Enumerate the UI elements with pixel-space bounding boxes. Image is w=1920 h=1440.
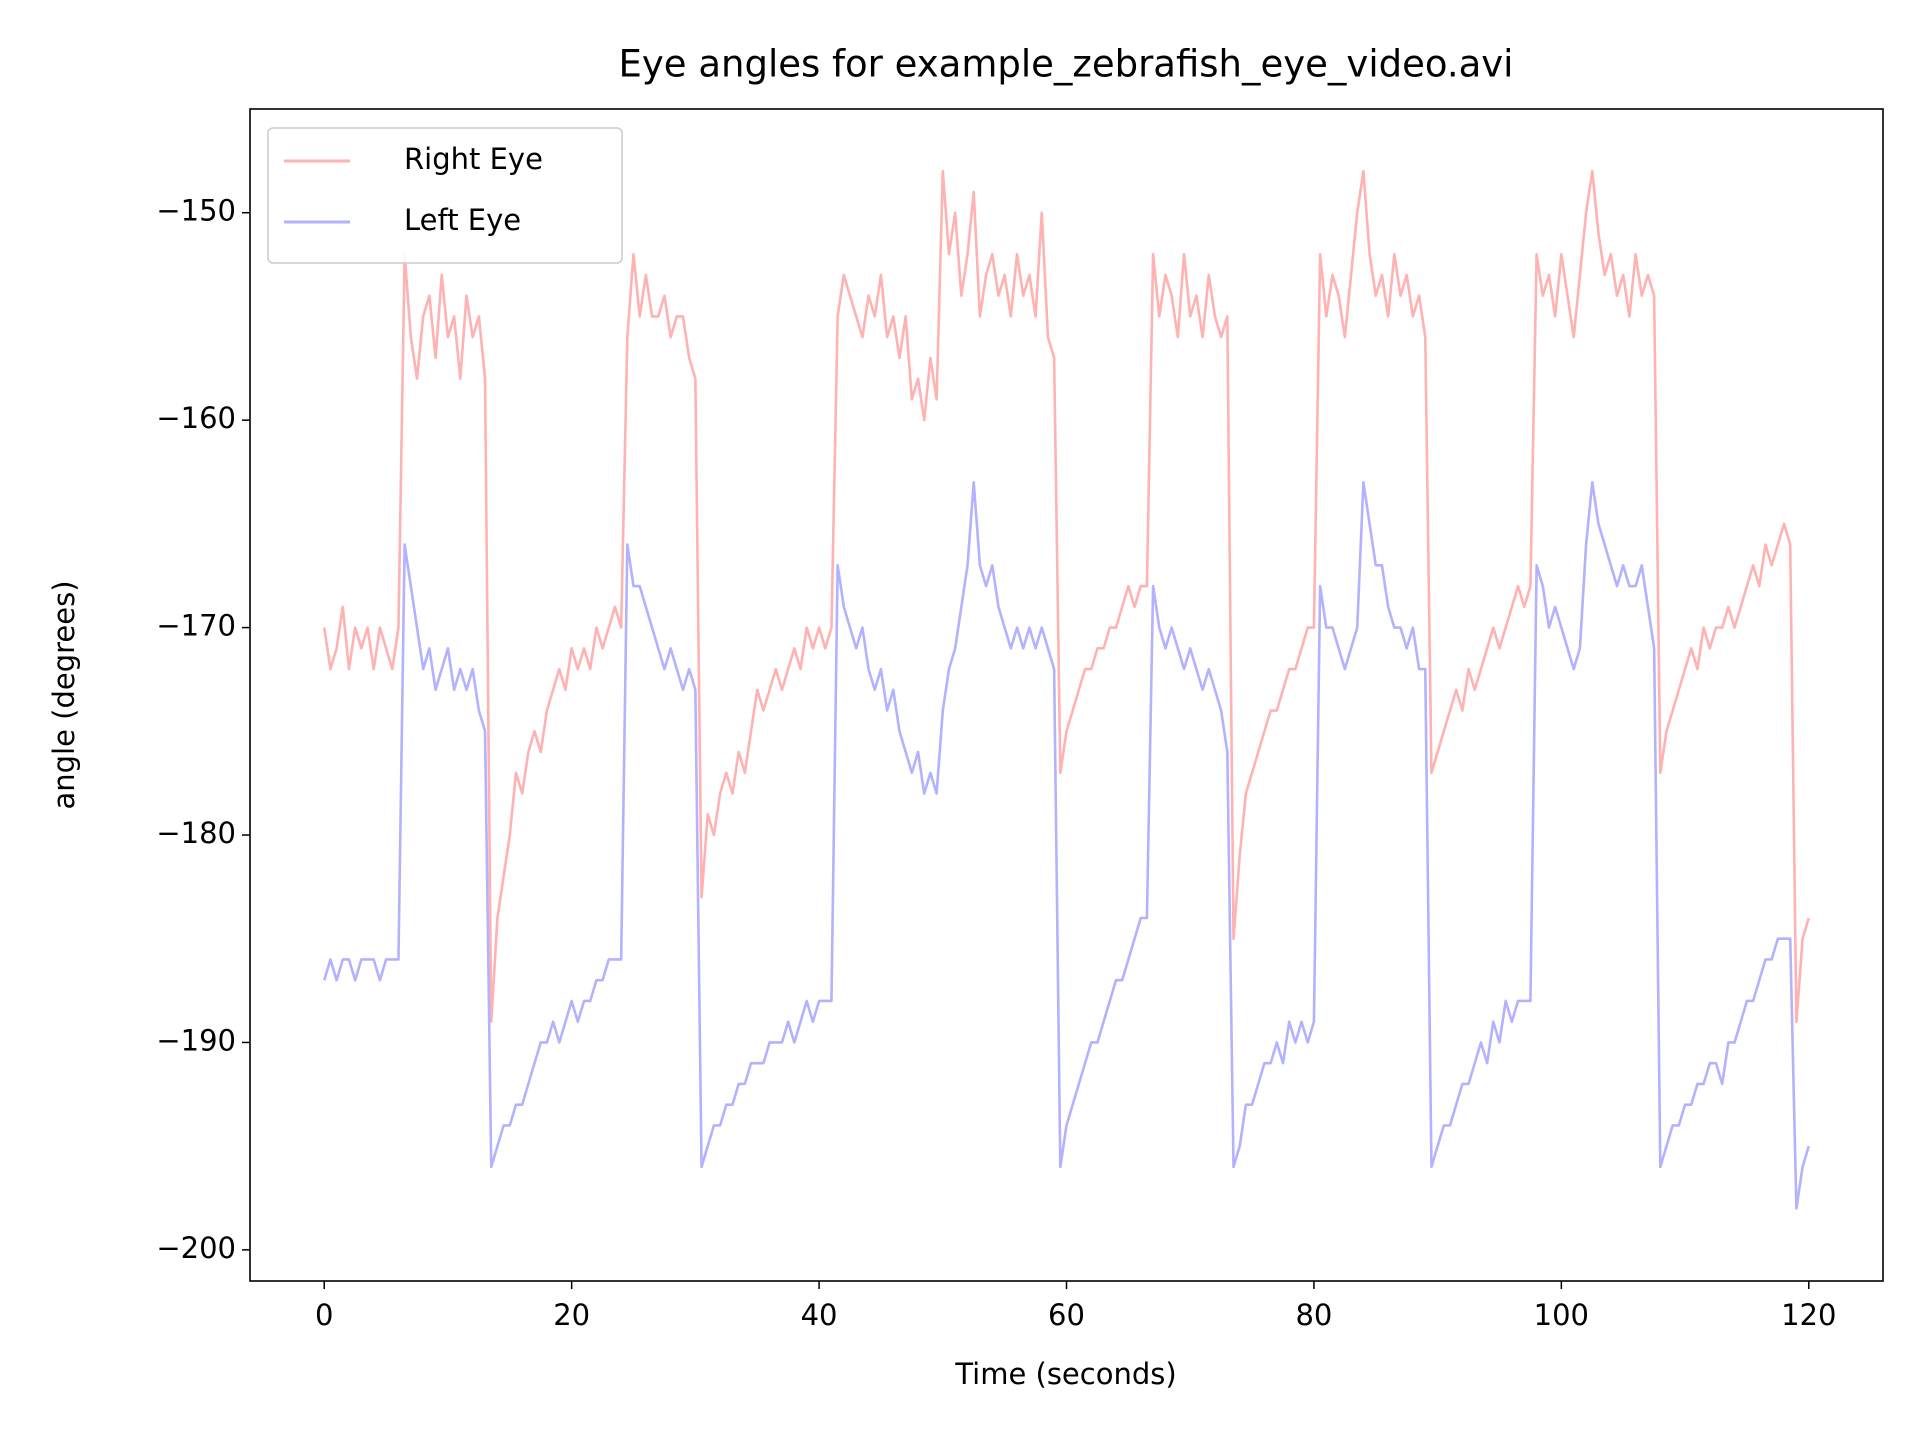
x-axis-label: Time (seconds)	[954, 1357, 1176, 1391]
y-tick-label: −150	[156, 194, 236, 228]
y-tick-label: −190	[156, 1023, 236, 1057]
x-tick-label: 40	[801, 1298, 838, 1332]
x-tick-label: 80	[1295, 1298, 1332, 1332]
chart-title: Eye angles for example_zebrafish_eye_vid…	[619, 43, 1514, 86]
plot-area	[322, 169, 1811, 1210]
x-tick-label: 120	[1781, 1298, 1836, 1332]
y-tick-label: −180	[156, 816, 236, 850]
y-tick-label: −160	[156, 401, 236, 435]
y-tick-label: −200	[156, 1231, 236, 1265]
x-tick-label: 0	[315, 1298, 333, 1332]
x-tick-label: 60	[1048, 1298, 1085, 1332]
x-tick-label: 100	[1534, 1298, 1589, 1332]
y-axis-label: angle (degrees)	[47, 580, 81, 809]
y-tick-label: −170	[156, 609, 236, 643]
series-line	[322, 169, 1811, 1024]
x-tick-label: 20	[553, 1298, 590, 1332]
legend-box	[267, 127, 623, 264]
series-line	[322, 481, 1811, 1210]
legend-label: Left Eye	[404, 203, 521, 237]
axes-frame	[249, 108, 1884, 1282]
legend-label: Right Eye	[404, 142, 543, 176]
